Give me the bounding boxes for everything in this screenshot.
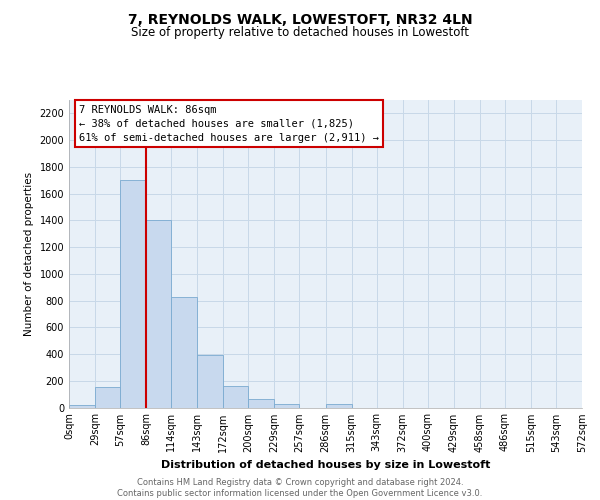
Y-axis label: Number of detached properties: Number of detached properties — [24, 172, 34, 336]
Text: 7, REYNOLDS WALK, LOWESTOFT, NR32 4LN: 7, REYNOLDS WALK, LOWESTOFT, NR32 4LN — [128, 12, 472, 26]
X-axis label: Distribution of detached houses by size in Lowestoft: Distribution of detached houses by size … — [161, 460, 490, 470]
Bar — [248, 399, 274, 407]
Text: 7 REYNOLDS WALK: 86sqm
← 38% of detached houses are smaller (1,825)
61% of semi-: 7 REYNOLDS WALK: 86sqm ← 38% of detached… — [79, 104, 379, 142]
Bar — [120, 180, 146, 408]
Bar — [197, 356, 223, 408]
Bar — [69, 405, 95, 407]
Bar — [171, 296, 197, 408]
Text: Contains HM Land Registry data © Crown copyright and database right 2024.
Contai: Contains HM Land Registry data © Crown c… — [118, 478, 482, 498]
Text: Size of property relative to detached houses in Lowestoft: Size of property relative to detached ho… — [131, 26, 469, 39]
Bar — [95, 387, 120, 407]
Bar — [146, 220, 171, 408]
Bar — [223, 386, 248, 407]
Bar — [274, 404, 299, 407]
Bar — [325, 404, 352, 407]
